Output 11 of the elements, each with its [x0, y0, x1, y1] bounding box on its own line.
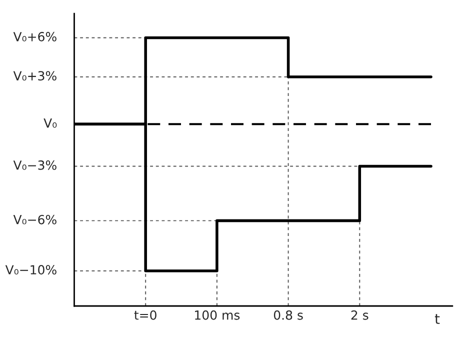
- ref-line-label: V₀+3%: [13, 71, 56, 81]
- x-tick-label: 0.8 s: [274, 310, 303, 320]
- ref-line-label: V₀−10%: [5, 265, 56, 274]
- ref-line-label: V₀−6%: [13, 214, 56, 224]
- ref-line-label: V₀+6%: [13, 32, 56, 42]
- x-axis-title: t: [434, 314, 440, 324]
- x-tick-label: 100 ms: [195, 310, 240, 320]
- x-tick-label: 2 s: [351, 310, 368, 320]
- ref-line-label: V₀: [44, 118, 57, 128]
- x-tick-label: t=0: [134, 310, 156, 320]
- ref-line-label: V₀−3%: [13, 160, 56, 170]
